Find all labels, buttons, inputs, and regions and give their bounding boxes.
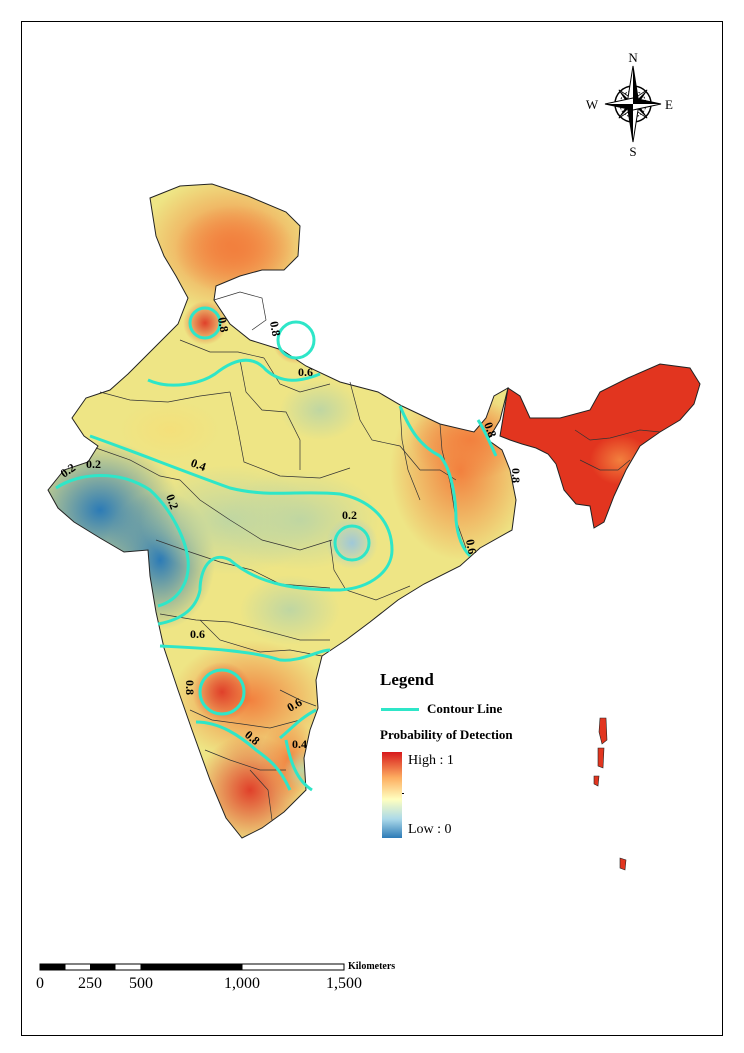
scale-tick-label: 500 [129,975,153,992]
scale-unit-label: Kilometers [348,961,396,972]
contour-0-6-north [147,358,321,387]
contour-label: 0.8 [509,468,523,483]
contour-0-8-east [476,419,498,457]
compass-north: N [628,50,638,65]
contour-0-6-se [279,708,317,740]
contour-0-6-east [398,405,472,558]
contour-label: 0.8 [183,680,197,695]
probability-title: Probability of Detection [380,727,513,742]
contour-label: 0.6 [298,365,313,379]
contour-label: 0.6 [285,695,305,715]
contour-0-8-kerala [195,720,292,791]
contour-line-swatch [381,708,419,711]
mainland-outline [47,183,517,839]
contour-label: 0.8 [267,320,283,337]
contour-label: 0.4 [189,456,208,474]
contour-0-2-west [55,474,190,608]
contour-0-8-north-b [276,320,316,360]
scale-bar [39,963,345,971]
scale-tick-label: 1,000 [224,975,260,992]
contour-0-8-south [198,668,246,716]
contour-0-8-north-a [188,306,222,340]
compass-south: S [629,144,636,159]
contour-0-4 [89,434,394,626]
contour-0-4-se [284,739,313,792]
contour-label: 0.6 [190,627,205,641]
legend-high-label: High : 1 [408,753,454,768]
compass-east: E [665,97,673,112]
color-ramp [382,752,402,838]
scale-tick-label: 1,500 [326,975,362,992]
contour-label: 0.6 [463,538,479,555]
contour-label: 0.2 [163,492,181,511]
contour-labels: 0.2 0.2 0.4 0.2 0.2 0.6 0.8 0.8 0.8 0.8 … [58,316,523,751]
northeast-outline [499,363,701,529]
scale-tick-label: 250 [78,975,102,992]
state-boundaries [95,291,661,821]
scale-tick-label: 0 [36,975,44,992]
contour-label: 0.2 [342,508,357,522]
contour-line-label: Contour Line [427,701,503,716]
contour-0-2-center [333,524,371,562]
contour-label: 0.8 [481,420,499,439]
andaman-nicobar-islands [593,717,627,871]
map-frame [21,21,723,1036]
color-ramp-mid-tick [402,793,404,794]
legend-title: Legend [380,670,434,689]
legend-low-label: Low : 0 [408,822,452,837]
contour-0-6-south [159,644,331,662]
northeast-probability-surface [500,364,700,528]
contour-lines [55,306,498,792]
compass-rose-icon: N S E W [586,50,673,159]
contour-label: 0.2 [86,457,101,471]
contour-label: 0.4 [292,737,307,751]
compass-west: W [586,97,599,112]
contour-label: 0.8 [215,316,231,333]
